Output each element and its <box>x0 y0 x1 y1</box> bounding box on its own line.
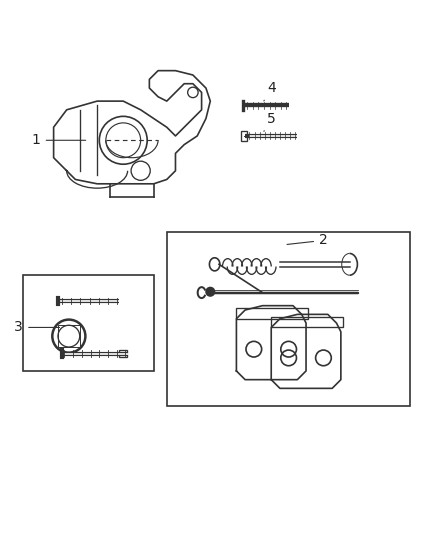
Text: 1: 1 <box>32 133 86 147</box>
Bar <box>119 351 127 357</box>
Bar <box>237 308 308 319</box>
Text: 2: 2 <box>287 233 328 247</box>
Bar <box>167 232 410 406</box>
Bar <box>241 131 247 141</box>
Text: 3: 3 <box>14 320 60 334</box>
Bar <box>58 325 80 347</box>
Circle shape <box>206 287 215 296</box>
Text: 4: 4 <box>264 81 276 101</box>
Text: 5: 5 <box>264 111 276 131</box>
Bar <box>271 317 343 327</box>
Bar <box>23 275 154 371</box>
